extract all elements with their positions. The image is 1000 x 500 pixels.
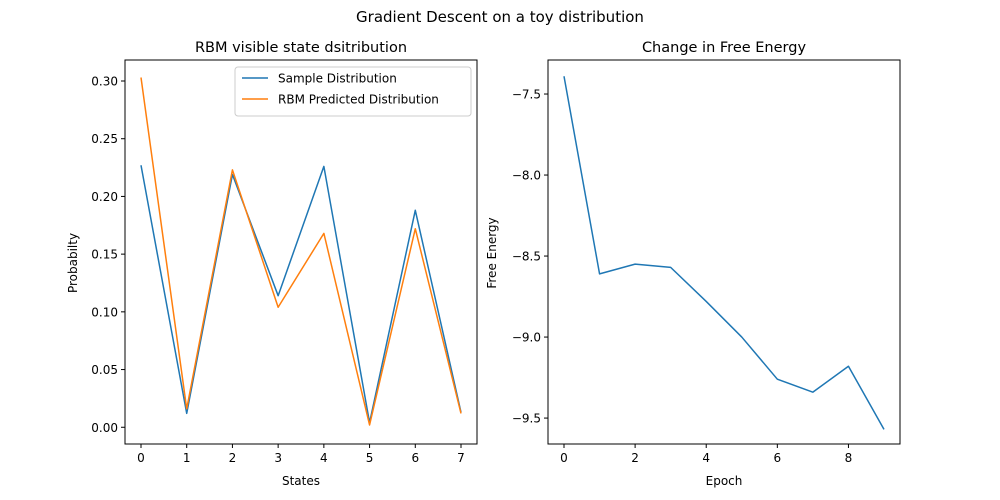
chart0-xtick-label: 7 — [457, 451, 465, 465]
chart0-legend-box — [234, 66, 472, 117]
chart0-ytick-label: 0.00 — [91, 421, 118, 435]
chart-free-energy: Change in Free Energy Epoch Free Energy … — [485, 40, 901, 488]
chart1-xtick-label: 2 — [631, 451, 639, 465]
chart1-frame — [547, 59, 901, 445]
chart0-legend-label-0: Sample Distribution — [278, 72, 397, 86]
chart0-xtick-label: 6 — [411, 451, 419, 465]
chart0-xtick-label: 0 — [137, 451, 145, 465]
chart0-ytick-label: 0.15 — [91, 248, 118, 262]
figure-suptitle: Gradient Descent on a toy distribution — [356, 8, 644, 26]
chart0-ytick-label: 0.25 — [91, 132, 118, 146]
chart1-xtick-label: 0 — [560, 451, 568, 465]
chart1-ytick-label: −7.5 — [512, 88, 541, 102]
chart1-xtick-label: 4 — [702, 451, 710, 465]
chart1-ytick-label: −8.0 — [512, 169, 541, 183]
chart0-frame — [124, 59, 478, 445]
chart1-title: Change in Free Energy — [642, 40, 807, 56]
chart0-ytick-label: 0.20 — [91, 190, 118, 204]
chart1-xtick-label: 6 — [774, 451, 782, 465]
chart1-ylabel: Free Energy — [485, 217, 499, 288]
chart0-ytick-label: 0.30 — [91, 75, 118, 89]
chart1-xlabel: Epoch — [706, 474, 743, 488]
chart1-ytick-label: −8.5 — [512, 250, 541, 264]
chart0-xtick-label: 5 — [366, 451, 374, 465]
chart0-ylabel: Probabilty — [66, 233, 80, 293]
chart0-ytick-label: 0.10 — [91, 305, 118, 319]
chart0-xtick-label: 4 — [320, 451, 328, 465]
chart0-xtick-label: 3 — [274, 451, 282, 465]
chart1-ytick-label: −9.0 — [512, 331, 541, 345]
chart0-ytick-label: 0.05 — [91, 363, 118, 377]
chart0-xtick-label: 1 — [183, 451, 191, 465]
chart-rbm-distribution: RBM visible state dsitribution States Pr… — [66, 40, 478, 488]
chart0-title: RBM visible state dsitribution — [195, 40, 407, 56]
chart0-legend-label-1: RBM Predicted Distribution — [278, 93, 439, 107]
chart1-series-line-0 — [563, 76, 885, 430]
chart0-series-line-1 — [140, 77, 462, 426]
chart0-series-line-0 — [140, 165, 462, 424]
chart0-legend: Sample Distribution RBM Predicted Distrib… — [234, 66, 472, 117]
chart1-xtick-label: 8 — [845, 451, 853, 465]
chart1-ytick-label: −9.5 — [512, 412, 541, 426]
chart0-xtick-label: 2 — [229, 451, 237, 465]
chart0-xlabel: States — [282, 474, 320, 488]
